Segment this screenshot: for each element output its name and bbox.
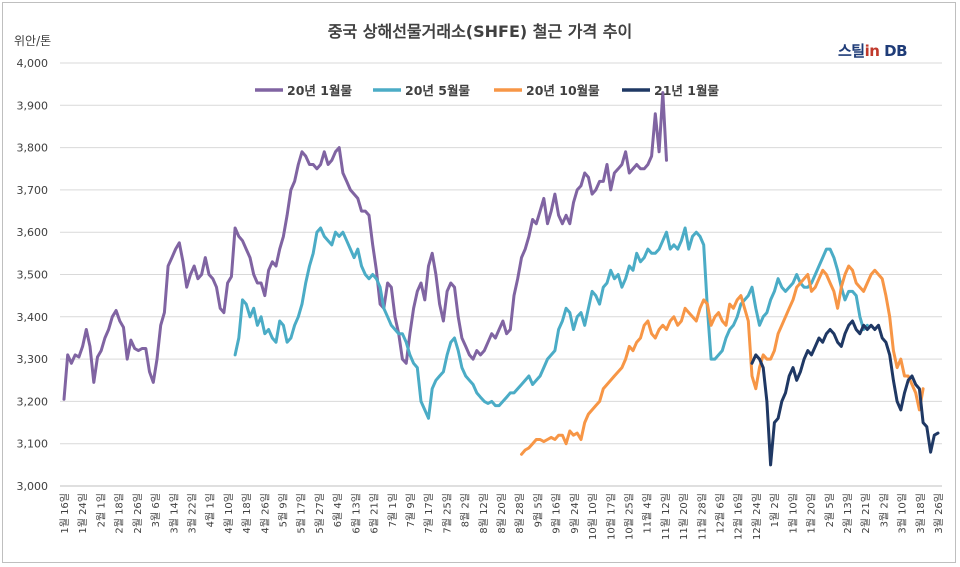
- brand-part1: 스틸: [838, 42, 865, 60]
- y-tick-label: 3,200: [17, 395, 49, 408]
- x-tick-label: 4월 1일: [205, 493, 217, 527]
- brand-part2: in: [864, 42, 880, 60]
- series-line: [233, 226, 869, 420]
- y-tick-label: 3,800: [17, 142, 49, 155]
- brand-logo: 스틸in DB: [838, 40, 908, 61]
- x-tick-label: 7월 17일: [423, 493, 435, 534]
- x-tick-label: 6월 13일: [350, 493, 362, 534]
- x-tick-label: 10월 17일: [605, 493, 617, 540]
- x-tick-label: 11월 12일: [660, 493, 672, 540]
- x-tick-label: 2월 21일: [860, 493, 872, 534]
- series-line: [62, 91, 668, 401]
- x-tick-label: 5월 17일: [296, 493, 308, 534]
- x-tick-label: 9월 16일: [551, 493, 563, 534]
- x-tick-label: 7월 25일: [441, 493, 453, 534]
- x-tick-label: 4월 10일: [223, 493, 235, 534]
- x-tick-label: 12월 6일: [715, 493, 727, 534]
- chart-title: 중국 상해선물거래소(SHFE) 철근 가격 추이: [327, 22, 633, 41]
- x-tick-label: 4월 26일: [259, 493, 271, 534]
- x-tick-label: 5월 27일: [314, 493, 326, 534]
- y-tick-label: 3,300: [17, 353, 49, 366]
- x-tick-label: 2월 1일: [95, 493, 107, 527]
- x-tick-label: 2월 13일: [842, 493, 854, 534]
- legend-label: 20년 10월물: [526, 83, 600, 98]
- x-tick-label: 4월 18일: [241, 493, 253, 534]
- grid-lines: [60, 62, 942, 487]
- x-tick-label: 6월 4일: [332, 493, 344, 527]
- x-tick-label: 3월 6일: [150, 493, 162, 527]
- x-tick-label: 2월 26일: [132, 493, 144, 534]
- x-tick-label: 10월 25일: [623, 493, 635, 540]
- y-tick-label: 3,100: [17, 438, 49, 451]
- legend-label: 20년 5월물: [405, 83, 470, 98]
- x-tick-label: 1월 16일: [59, 493, 71, 534]
- x-tick-label: 12월 24일: [751, 493, 763, 540]
- y-axis: 3,000 3,100 3,200 3,300 3,400 3,500 3,600 3,700…: [17, 57, 49, 493]
- y-axis-unit-label: 위안/톤: [14, 34, 52, 48]
- legend-label: 21년 1월물: [654, 83, 719, 98]
- x-tick-label: 10월 10일: [587, 493, 599, 540]
- x-tick-label: 2월 18일: [114, 493, 126, 534]
- x-tick-label: 7월 1일: [387, 493, 399, 527]
- x-tick-label: 6월 21일: [369, 493, 381, 534]
- x-tick-label: 9월 5일: [532, 493, 544, 527]
- x-tick-label: 8월 2일: [460, 493, 472, 527]
- x-tick-label: 1월 10일: [787, 493, 799, 534]
- x-tick-label: 8월 20일: [496, 493, 508, 534]
- x-tick-label: 3월 18일: [915, 493, 927, 534]
- x-tick-label: 3월 22일: [186, 493, 198, 534]
- x-tick-label: 8월 28일: [514, 493, 526, 534]
- x-tick-label: 1월 24일: [77, 493, 89, 534]
- series-line: [750, 319, 940, 467]
- series-line: [520, 264, 925, 456]
- brand-part3: DB: [879, 42, 908, 60]
- x-tick-label: 1월 20일: [806, 493, 818, 534]
- y-tick-label: 3,000: [17, 480, 49, 493]
- x-tick-label: 3월 2일: [878, 493, 890, 527]
- y-tick-label: 4,000: [17, 57, 49, 70]
- x-axis: 1월 16일 1월 24일 2월 1일 2월 18일 2월 26일 3월 6일 3월 14일…: [59, 493, 945, 540]
- series-lines: [62, 91, 940, 467]
- x-tick-label: 12월 16일: [733, 493, 745, 540]
- x-tick-label: 3월 14일: [168, 493, 180, 534]
- x-tick-label: 1월 2일: [769, 493, 781, 527]
- y-tick-label: 3,500: [17, 269, 49, 282]
- x-tick-label: 3월 10일: [897, 493, 909, 534]
- x-tick-label: 11월 20일: [678, 493, 690, 540]
- y-tick-label: 3,700: [17, 184, 49, 197]
- x-tick-label: 3월 26일: [933, 493, 945, 534]
- y-tick-label: 3,400: [17, 311, 49, 324]
- x-tick-label: 8월 12일: [478, 493, 490, 534]
- x-tick-label: 5월 9일: [278, 493, 290, 527]
- legend: 20년 1월물 20년 5월물 20년 10월물 21년 1월물: [255, 83, 719, 98]
- x-tick-label: 9월 24일: [569, 493, 581, 534]
- x-tick-label: 11월 4일: [642, 493, 654, 534]
- x-tick-label: 7월 9일: [405, 493, 417, 527]
- x-tick-label: 11월 28일: [696, 493, 708, 540]
- x-tick-label: 2월 5일: [824, 493, 836, 527]
- legend-label: 20년 1월물: [287, 83, 352, 98]
- y-tick-label: 3,600: [17, 226, 49, 239]
- y-tick-label: 3,900: [17, 99, 49, 112]
